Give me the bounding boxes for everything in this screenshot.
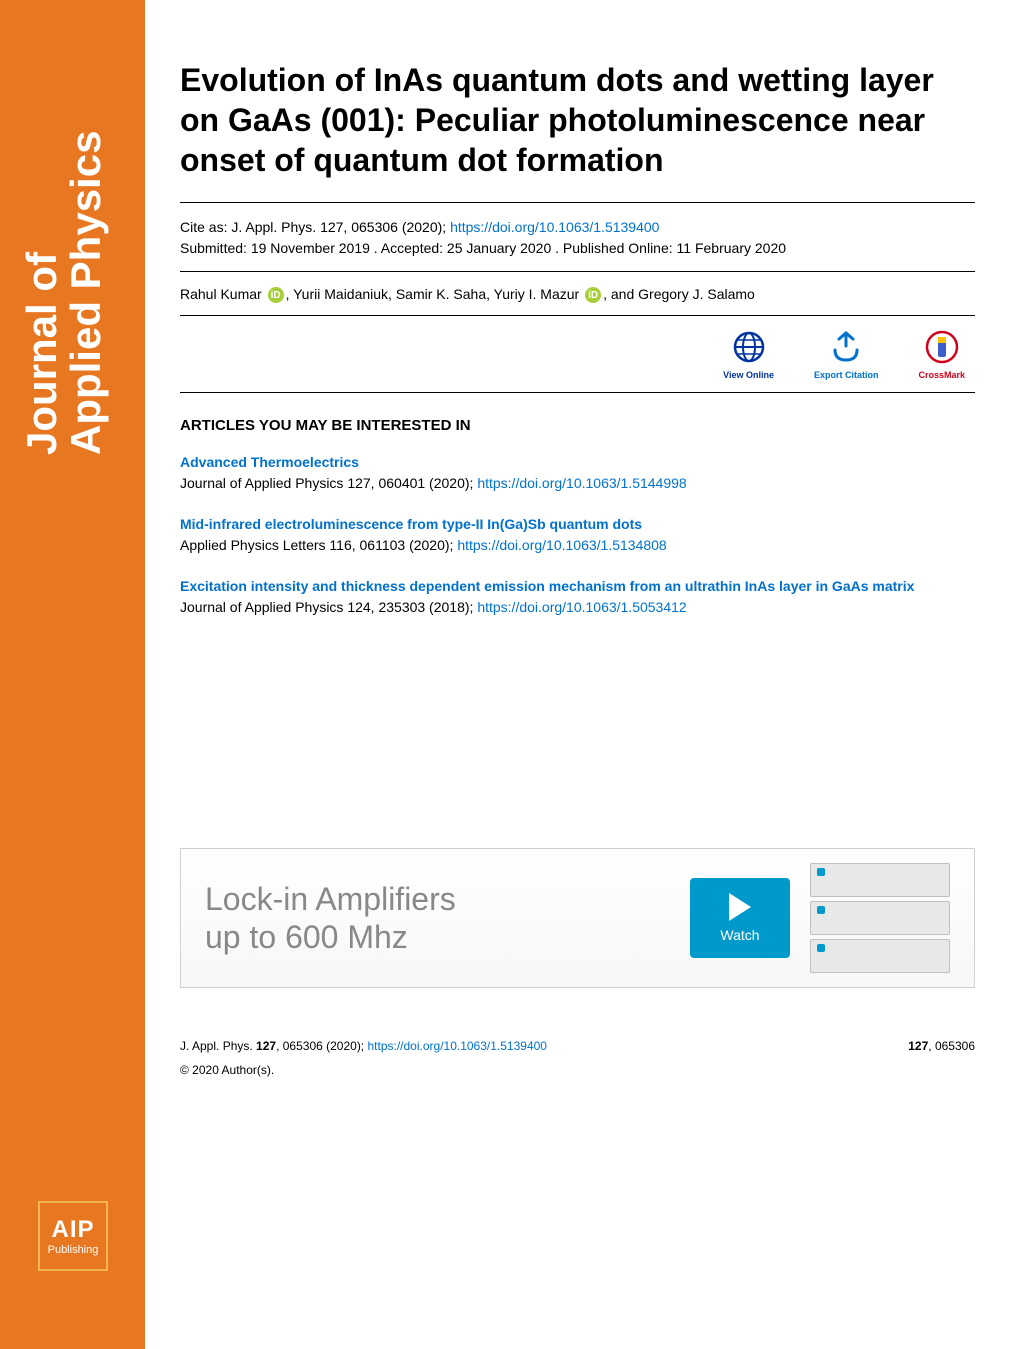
ad-watch-label: Watch xyxy=(720,927,759,943)
view-online-label: View Online xyxy=(723,370,774,380)
publication-dates: Submitted: 19 November 2019 . Accepted: … xyxy=(180,238,975,259)
device-unit xyxy=(810,939,950,973)
journal-name-line2: Applied Physics xyxy=(64,131,108,455)
journal-name-line1: Journal of xyxy=(20,131,64,455)
related-article-item: Excitation intensity and thickness depen… xyxy=(180,576,975,618)
related-article-citation: Journal of Applied Physics 127, 060401 (… xyxy=(180,475,477,491)
footer-cite-rest: , 065306 (2020); xyxy=(276,1039,367,1053)
ad-text: Lock-in Amplifiers up to 600 Mhz xyxy=(205,880,690,957)
aip-logo-subtext: Publishing xyxy=(48,1244,99,1256)
cite-as-label: Cite as: xyxy=(180,219,231,235)
journal-sidebar: Journal of Applied Physics AIP Publishin… xyxy=(0,0,145,1349)
footer-right-vol: 127 xyxy=(908,1039,928,1053)
related-articles-heading: ARTICLES YOU MAY BE INTERESTED IN xyxy=(180,417,975,434)
orcid-icon[interactable]: iD xyxy=(268,287,284,303)
orcid-icon[interactable]: iD xyxy=(585,287,601,303)
related-article-title[interactable]: Mid-infrared electroluminescence from ty… xyxy=(180,514,975,535)
device-unit xyxy=(810,901,950,935)
related-doi-link[interactable]: https://doi.org/10.1063/1.5144998 xyxy=(477,475,686,491)
globe-icon xyxy=(732,330,766,364)
footer-citation-right: 127, 065306 xyxy=(908,1036,975,1058)
related-doi-link[interactable]: https://doi.org/10.1063/1.5053412 xyxy=(477,599,686,615)
doi-link[interactable]: https://doi.org/10.1063/1.5139400 xyxy=(450,219,659,235)
export-icon xyxy=(829,330,863,364)
footer-doi-link[interactable]: https://doi.org/10.1063/1.5139400 xyxy=(367,1039,546,1053)
ad-line2: up to 600 Mhz xyxy=(205,918,690,956)
related-doi-link[interactable]: https://doi.org/10.1063/1.5134808 xyxy=(457,537,666,553)
author-name-last: , and Gregory J. Salamo xyxy=(603,286,755,302)
divider xyxy=(180,392,975,393)
footer-copyright: © 2020 Author(s). xyxy=(180,1060,975,1082)
citation-block: Cite as: J. Appl. Phys. 127, 065306 (202… xyxy=(180,203,975,271)
related-article-item: Advanced Thermoelectrics Journal of Appl… xyxy=(180,452,975,494)
related-article-citation: Applied Physics Letters 116, 061103 (202… xyxy=(180,537,457,553)
article-title: Evolution of InAs quantum dots and wetti… xyxy=(180,60,975,180)
export-citation-label: Export Citation xyxy=(814,370,879,380)
crossmark-button[interactable]: CrossMark xyxy=(918,330,965,380)
footer-right-page: , 065306 xyxy=(928,1039,975,1053)
authors-list: Rahul Kumar iD, Yurii Maidaniuk, Samir K… xyxy=(180,272,975,315)
view-online-button[interactable]: View Online xyxy=(723,330,774,380)
cite-as-text: J. Appl. Phys. 127, 065306 (2020); xyxy=(231,219,450,235)
crossmark-label: CrossMark xyxy=(918,370,965,380)
author-name[interactable]: Rahul Kumar xyxy=(180,286,262,302)
page-footer: J. Appl. Phys. 127, 065306 (2020); https… xyxy=(180,1036,975,1081)
related-article-title[interactable]: Excitation intensity and thickness depen… xyxy=(180,576,975,597)
aip-logo-text: AIP xyxy=(51,1216,94,1244)
ad-line1: Lock-in Amplifiers xyxy=(205,880,690,918)
related-article-title[interactable]: Advanced Thermoelectrics xyxy=(180,452,975,473)
device-unit xyxy=(810,863,950,897)
export-citation-button[interactable]: Export Citation xyxy=(814,330,879,380)
article-actions: View Online Export Citation CrossMark xyxy=(180,316,975,392)
footer-citation-left: J. Appl. Phys. 127, 065306 (2020); https… xyxy=(180,1036,547,1058)
related-article-citation: Journal of Applied Physics 124, 235303 (… xyxy=(180,599,477,615)
related-article-item: Mid-infrared electroluminescence from ty… xyxy=(180,514,975,556)
footer-citation-row: J. Appl. Phys. 127, 065306 (2020); https… xyxy=(180,1036,975,1058)
main-content: Evolution of InAs quantum dots and wetti… xyxy=(180,60,975,1081)
footer-cite-prefix: J. Appl. Phys. xyxy=(180,1039,256,1053)
footer-cite-vol: 127 xyxy=(256,1039,276,1053)
author-names-group: , Yurii Maidaniuk, Samir K. Saha, Yuriy … xyxy=(286,286,580,302)
crossmark-icon xyxy=(925,330,959,364)
aip-publishing-logo[interactable]: AIP Publishing xyxy=(38,1201,108,1271)
advertisement-banner[interactable]: Lock-in Amplifiers up to 600 Mhz Watch xyxy=(180,848,975,988)
play-icon xyxy=(729,893,751,921)
ad-watch-button[interactable]: Watch xyxy=(690,878,790,958)
ad-device-image xyxy=(810,863,950,973)
